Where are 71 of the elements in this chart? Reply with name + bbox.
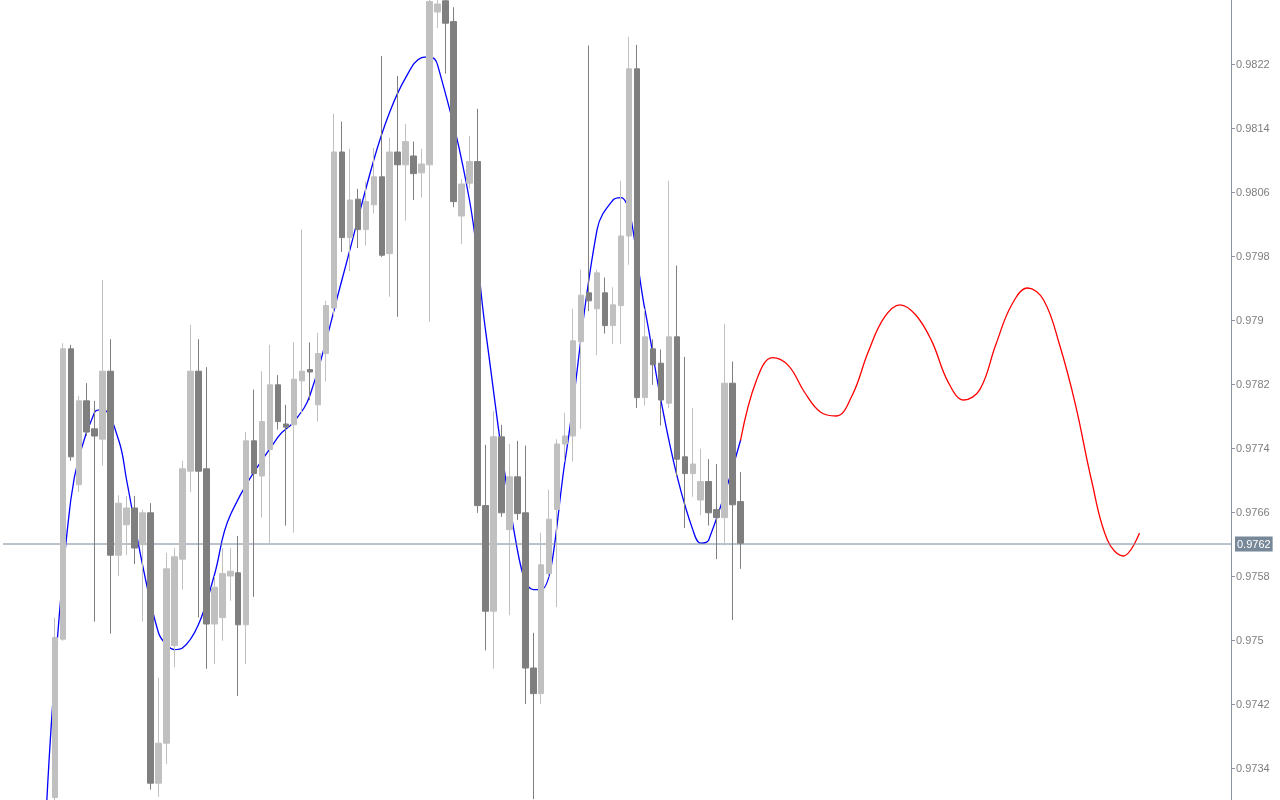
candlestick bbox=[626, 36, 632, 266]
candlestick bbox=[682, 356, 688, 529]
candlestick bbox=[339, 121, 345, 253]
candlestick bbox=[379, 55, 385, 258]
candlestick bbox=[666, 180, 672, 409]
candlestick bbox=[107, 338, 114, 635]
candlestick bbox=[52, 617, 58, 800]
candlestick bbox=[634, 44, 640, 409]
candlestick bbox=[594, 269, 600, 356]
y-tick-label: 0.9734 bbox=[1236, 762, 1270, 774]
y-tick-label: 0.9806 bbox=[1236, 186, 1270, 198]
candlestick bbox=[578, 269, 584, 430]
candlestick bbox=[131, 495, 138, 565]
candlestick bbox=[363, 181, 369, 247]
candlestick bbox=[139, 509, 146, 623]
candlestick bbox=[259, 370, 265, 519]
y-tick-label: 0.9766 bbox=[1236, 506, 1270, 518]
candlestick bbox=[690, 407, 696, 498]
candlestick bbox=[68, 344, 74, 462]
y-tick-label: 0.9742 bbox=[1236, 698, 1270, 710]
candlestick bbox=[267, 344, 273, 546]
candlestick bbox=[243, 431, 249, 665]
line-series bbox=[739, 287, 1140, 557]
candlestick bbox=[275, 374, 281, 431]
candlestick bbox=[402, 123, 409, 222]
candlestick bbox=[586, 45, 592, 312]
candlestick bbox=[307, 341, 313, 401]
candlestick bbox=[610, 286, 616, 345]
candlestick bbox=[642, 308, 648, 407]
candlestick bbox=[355, 188, 361, 249]
candlestick bbox=[60, 342, 66, 642]
y-tick-label: 0.9798 bbox=[1236, 250, 1270, 262]
candlestick bbox=[721, 323, 728, 547]
candlestick bbox=[323, 300, 329, 383]
candlestick bbox=[347, 148, 353, 272]
candlestick bbox=[562, 412, 568, 463]
y-tick-label: 0.9774 bbox=[1236, 442, 1270, 454]
candlestick bbox=[498, 424, 505, 518]
candlestick bbox=[538, 532, 544, 705]
candlestick bbox=[546, 489, 552, 578]
y-tick-label: 0.975 bbox=[1236, 634, 1264, 646]
candlestick bbox=[674, 265, 680, 478]
candlestick bbox=[490, 410, 497, 670]
candlestick bbox=[394, 75, 401, 318]
candlestick bbox=[299, 229, 305, 415]
candlestick bbox=[147, 502, 154, 791]
candlestick bbox=[658, 349, 664, 427]
y-tick-label: 0.9822 bbox=[1236, 58, 1270, 70]
ref-line-label: 0.9762 bbox=[1237, 538, 1271, 550]
y-tick-label: 0.9758 bbox=[1236, 570, 1270, 582]
candlestick bbox=[291, 341, 297, 534]
candlestick bbox=[410, 141, 417, 201]
candlestick bbox=[618, 180, 624, 345]
candlestick bbox=[251, 389, 257, 598]
candlestick bbox=[235, 535, 241, 697]
y-tick-label: 0.9782 bbox=[1236, 378, 1270, 390]
candlestick bbox=[506, 443, 513, 616]
y-tick-label: 0.9814 bbox=[1236, 122, 1270, 134]
candlestick bbox=[283, 404, 289, 527]
candlestick bbox=[371, 147, 377, 215]
candlestick bbox=[602, 277, 608, 335]
candlestick bbox=[570, 308, 576, 463]
y-tick-label: 0.979 bbox=[1236, 314, 1264, 326]
candlestick bbox=[331, 113, 337, 318]
candlestick bbox=[697, 448, 704, 516]
candlestick bbox=[315, 332, 321, 423]
candlestick bbox=[386, 137, 393, 298]
candlestick bbox=[99, 279, 106, 467]
candlestick bbox=[76, 395, 82, 493]
candlestick bbox=[650, 338, 656, 386]
candlestick bbox=[554, 438, 560, 608]
